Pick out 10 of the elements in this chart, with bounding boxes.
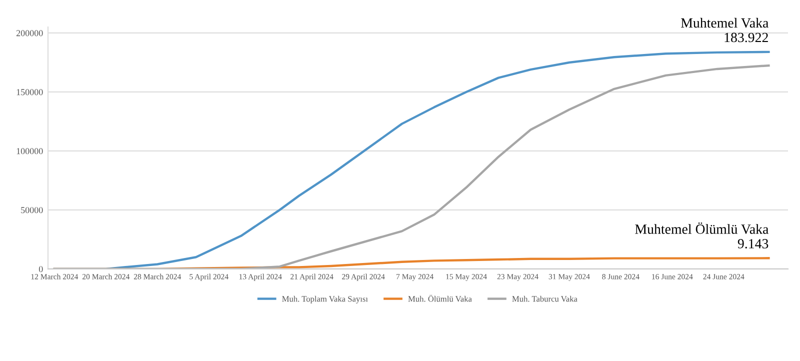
legend-label: Muh. Toplam Vaka Sayısı xyxy=(282,296,368,304)
annotation: Muhtemel Vaka 183.922 xyxy=(681,18,768,42)
y-tick-label: 100000 xyxy=(16,148,43,154)
y-tick-label: 150000 xyxy=(16,89,43,96)
y-tick-label: 200000 xyxy=(16,30,43,36)
legend-label: Muh. Ölümlü Vaka xyxy=(408,294,472,302)
annotation: Muhtemel Ölümlü Vaka 9.143 xyxy=(635,222,768,248)
y-tick-label: 50000 xyxy=(21,207,43,214)
legend-label: Muh. Taburcu Vaka xyxy=(512,296,578,302)
y-tick-label: 0 xyxy=(38,266,43,272)
